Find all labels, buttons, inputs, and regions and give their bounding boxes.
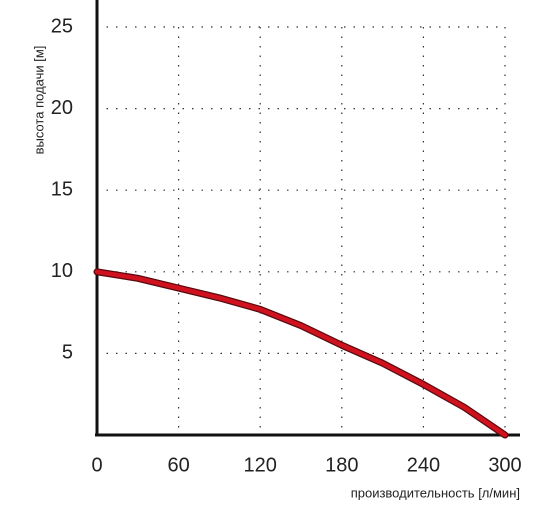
x-tick-label: 120 xyxy=(244,454,277,476)
y-tick-label: 20 xyxy=(51,97,73,119)
x-axis-label: производительность [л/мин] xyxy=(351,485,520,500)
y-axis-label: высота подачи [м] xyxy=(31,46,46,155)
y-tick-label: 10 xyxy=(51,260,73,282)
x-tick-label: 300 xyxy=(488,454,521,476)
x-tick-label: 60 xyxy=(167,454,189,476)
y-tick-label: 5 xyxy=(62,342,73,364)
x-tick-label: 0 xyxy=(91,454,102,476)
curve xyxy=(94,269,508,438)
x-tick-label: 180 xyxy=(325,454,358,476)
curve-outline xyxy=(93,268,509,439)
x-tick-label: 240 xyxy=(407,454,440,476)
y-tick-label: 15 xyxy=(51,178,73,200)
y-tick-label: 25 xyxy=(51,15,73,37)
